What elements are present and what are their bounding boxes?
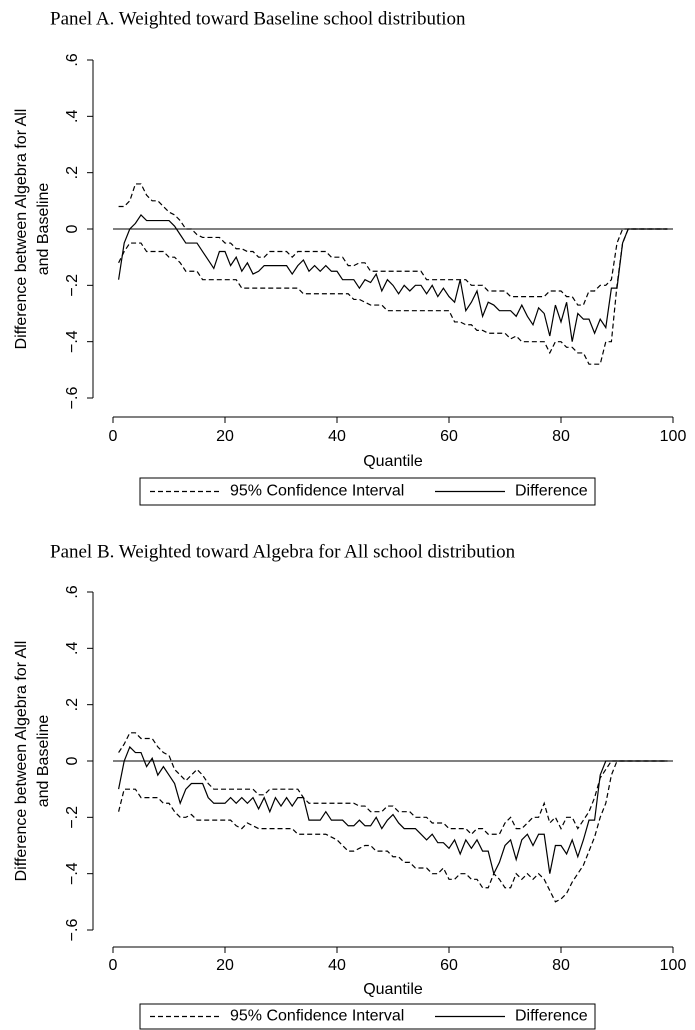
y-tick-label: −.4 [64, 330, 81, 353]
panel-title: Panel B. Weighted toward Algebra for All… [50, 541, 516, 562]
legend-label: 95% Confidence Interval [230, 1008, 404, 1025]
x-tick-label: 40 [328, 428, 346, 445]
y-tick-label: −.4 [64, 862, 81, 885]
y-tick-label: .2 [64, 166, 81, 179]
y-axis-label: and Baseline [35, 715, 52, 808]
ci-line [118, 732, 668, 836]
x-tick-label: 100 [660, 957, 687, 974]
x-axis-label: Quantile [363, 453, 423, 470]
legend-label: 95% Confidence Interval [230, 483, 404, 500]
y-tick-label: 0 [64, 224, 81, 233]
legend-box [139, 477, 596, 506]
difference-line [118, 745, 668, 876]
panel-title: Panel A. Weighted toward Baseline school… [50, 8, 466, 29]
y-tick-label: −.2 [64, 274, 81, 297]
x-tick-label: 20 [216, 428, 234, 445]
y-tick-label: −.6 [64, 387, 81, 410]
y-tick-label: .6 [64, 585, 81, 598]
y-tick-label: −.6 [64, 919, 81, 942]
x-tick-label: 40 [328, 957, 346, 974]
x-axis-label: Quantile [363, 981, 423, 998]
y-axis-label: Difference between Algebra for All [13, 109, 30, 350]
x-tick-label: 60 [440, 957, 458, 974]
y-tick-label: −.2 [64, 806, 81, 829]
y-axis-label: Difference between Algebra for All [13, 641, 30, 882]
y-tick-label: .4 [64, 110, 81, 123]
legend-label: Difference [515, 1008, 588, 1025]
x-tick-label: 0 [109, 428, 118, 445]
y-tick-label: 0 [64, 756, 81, 765]
y-tick-label: .6 [64, 53, 81, 66]
y-tick-label: .2 [64, 698, 81, 711]
ci-line [118, 228, 668, 365]
x-tick-label: 20 [216, 957, 234, 974]
y-tick-label: .4 [64, 642, 81, 655]
x-tick-label: 60 [440, 428, 458, 445]
x-tick-label: 80 [552, 428, 570, 445]
legend-box [139, 1003, 596, 1030]
y-axis-label: and Baseline [35, 183, 52, 276]
ci-line [118, 183, 668, 306]
legend-label: Difference [515, 483, 588, 500]
x-tick-label: 80 [552, 957, 570, 974]
x-tick-label: 0 [109, 957, 118, 974]
ci-line [118, 760, 668, 903]
difference-line [118, 213, 668, 342]
x-tick-label: 100 [660, 428, 687, 445]
